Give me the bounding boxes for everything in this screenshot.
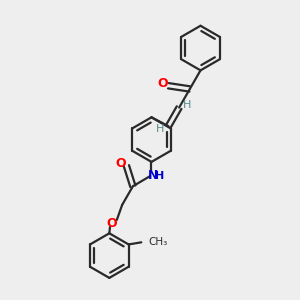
Text: H: H <box>183 100 191 110</box>
Text: O: O <box>158 77 168 91</box>
Text: H: H <box>155 171 164 181</box>
Text: CH₃: CH₃ <box>148 237 168 247</box>
Text: H: H <box>156 124 165 134</box>
Text: O: O <box>106 217 117 230</box>
Text: O: O <box>116 157 126 170</box>
Text: N: N <box>148 169 158 182</box>
